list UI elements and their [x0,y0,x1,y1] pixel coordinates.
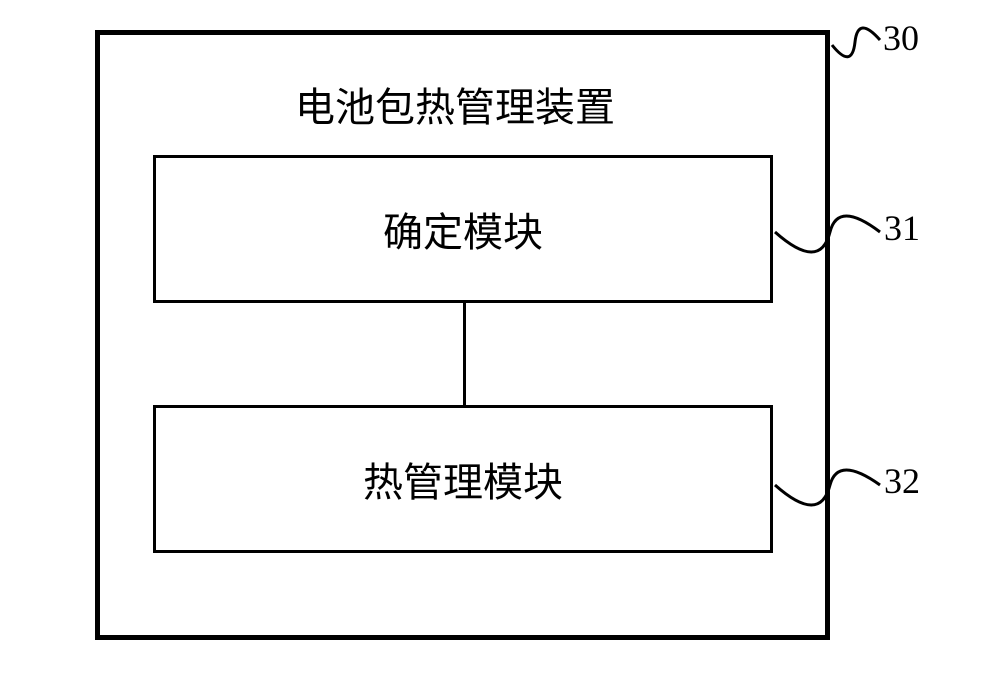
leader-lines [0,0,1000,686]
leader-line-30 [832,28,880,57]
leader-line-31 [775,216,880,252]
diagram-container: 电池包热管理装置 确定模块 热管理模块 30 31 32 [0,0,1000,686]
leader-line-32 [775,470,880,505]
